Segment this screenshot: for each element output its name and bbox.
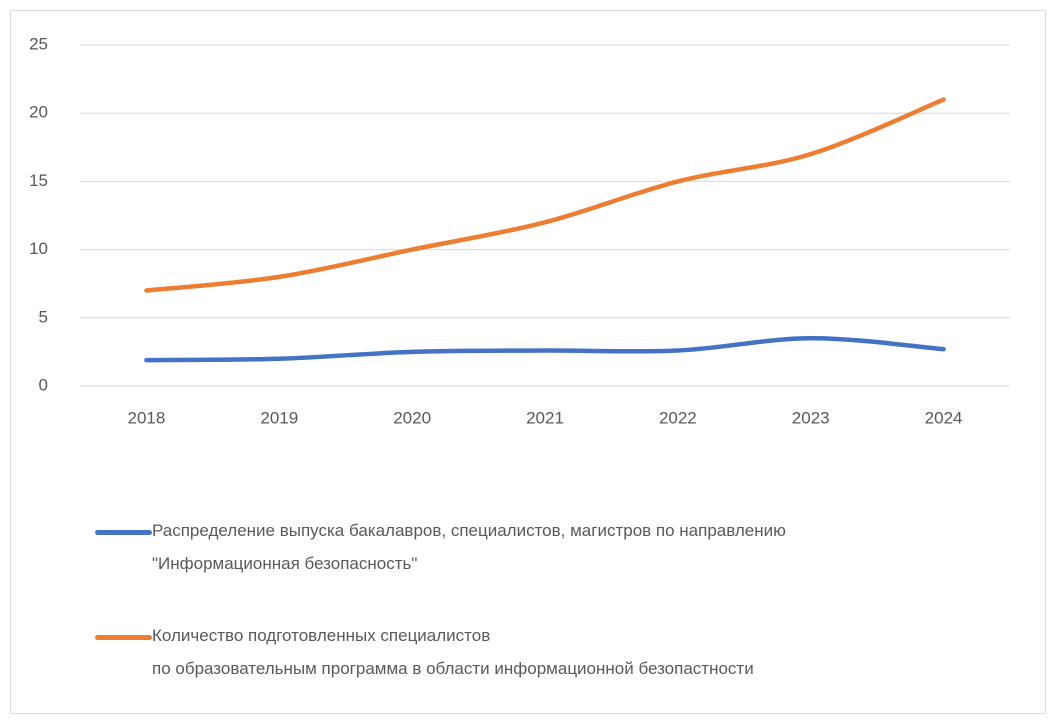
line-series [144, 97, 946, 293]
y-tick-label: 10 [29, 239, 48, 258]
x-tick-label: 2021 [526, 408, 564, 427]
x-tick-label: 2020 [393, 408, 431, 427]
x-tick-label: 2018 [128, 408, 166, 427]
legend-swatch [95, 635, 152, 640]
legend-item: Распределение выпуска бакалавров, специа… [95, 521, 786, 580]
y-tick-label: 0 [39, 375, 48, 394]
y-tick-label: 20 [29, 103, 48, 122]
legend-item: Количество подготовленных специалистов п… [95, 626, 754, 685]
x-tick-label: 2023 [792, 408, 830, 427]
x-tick-label: 2024 [925, 408, 963, 427]
legend-label: Количество подготовленных специалистов п… [152, 626, 754, 678]
legend-label: Распределение выпуска бакалавров, специа… [152, 521, 786, 573]
x-tick-label: 2019 [260, 408, 298, 427]
x-tick-label: 2022 [659, 408, 697, 427]
legend-swatch [95, 530, 152, 535]
y-tick-label: 25 [29, 34, 48, 53]
y-tick-label: 15 [29, 171, 48, 190]
y-tick-label: 5 [39, 307, 48, 326]
line-series [144, 336, 946, 363]
